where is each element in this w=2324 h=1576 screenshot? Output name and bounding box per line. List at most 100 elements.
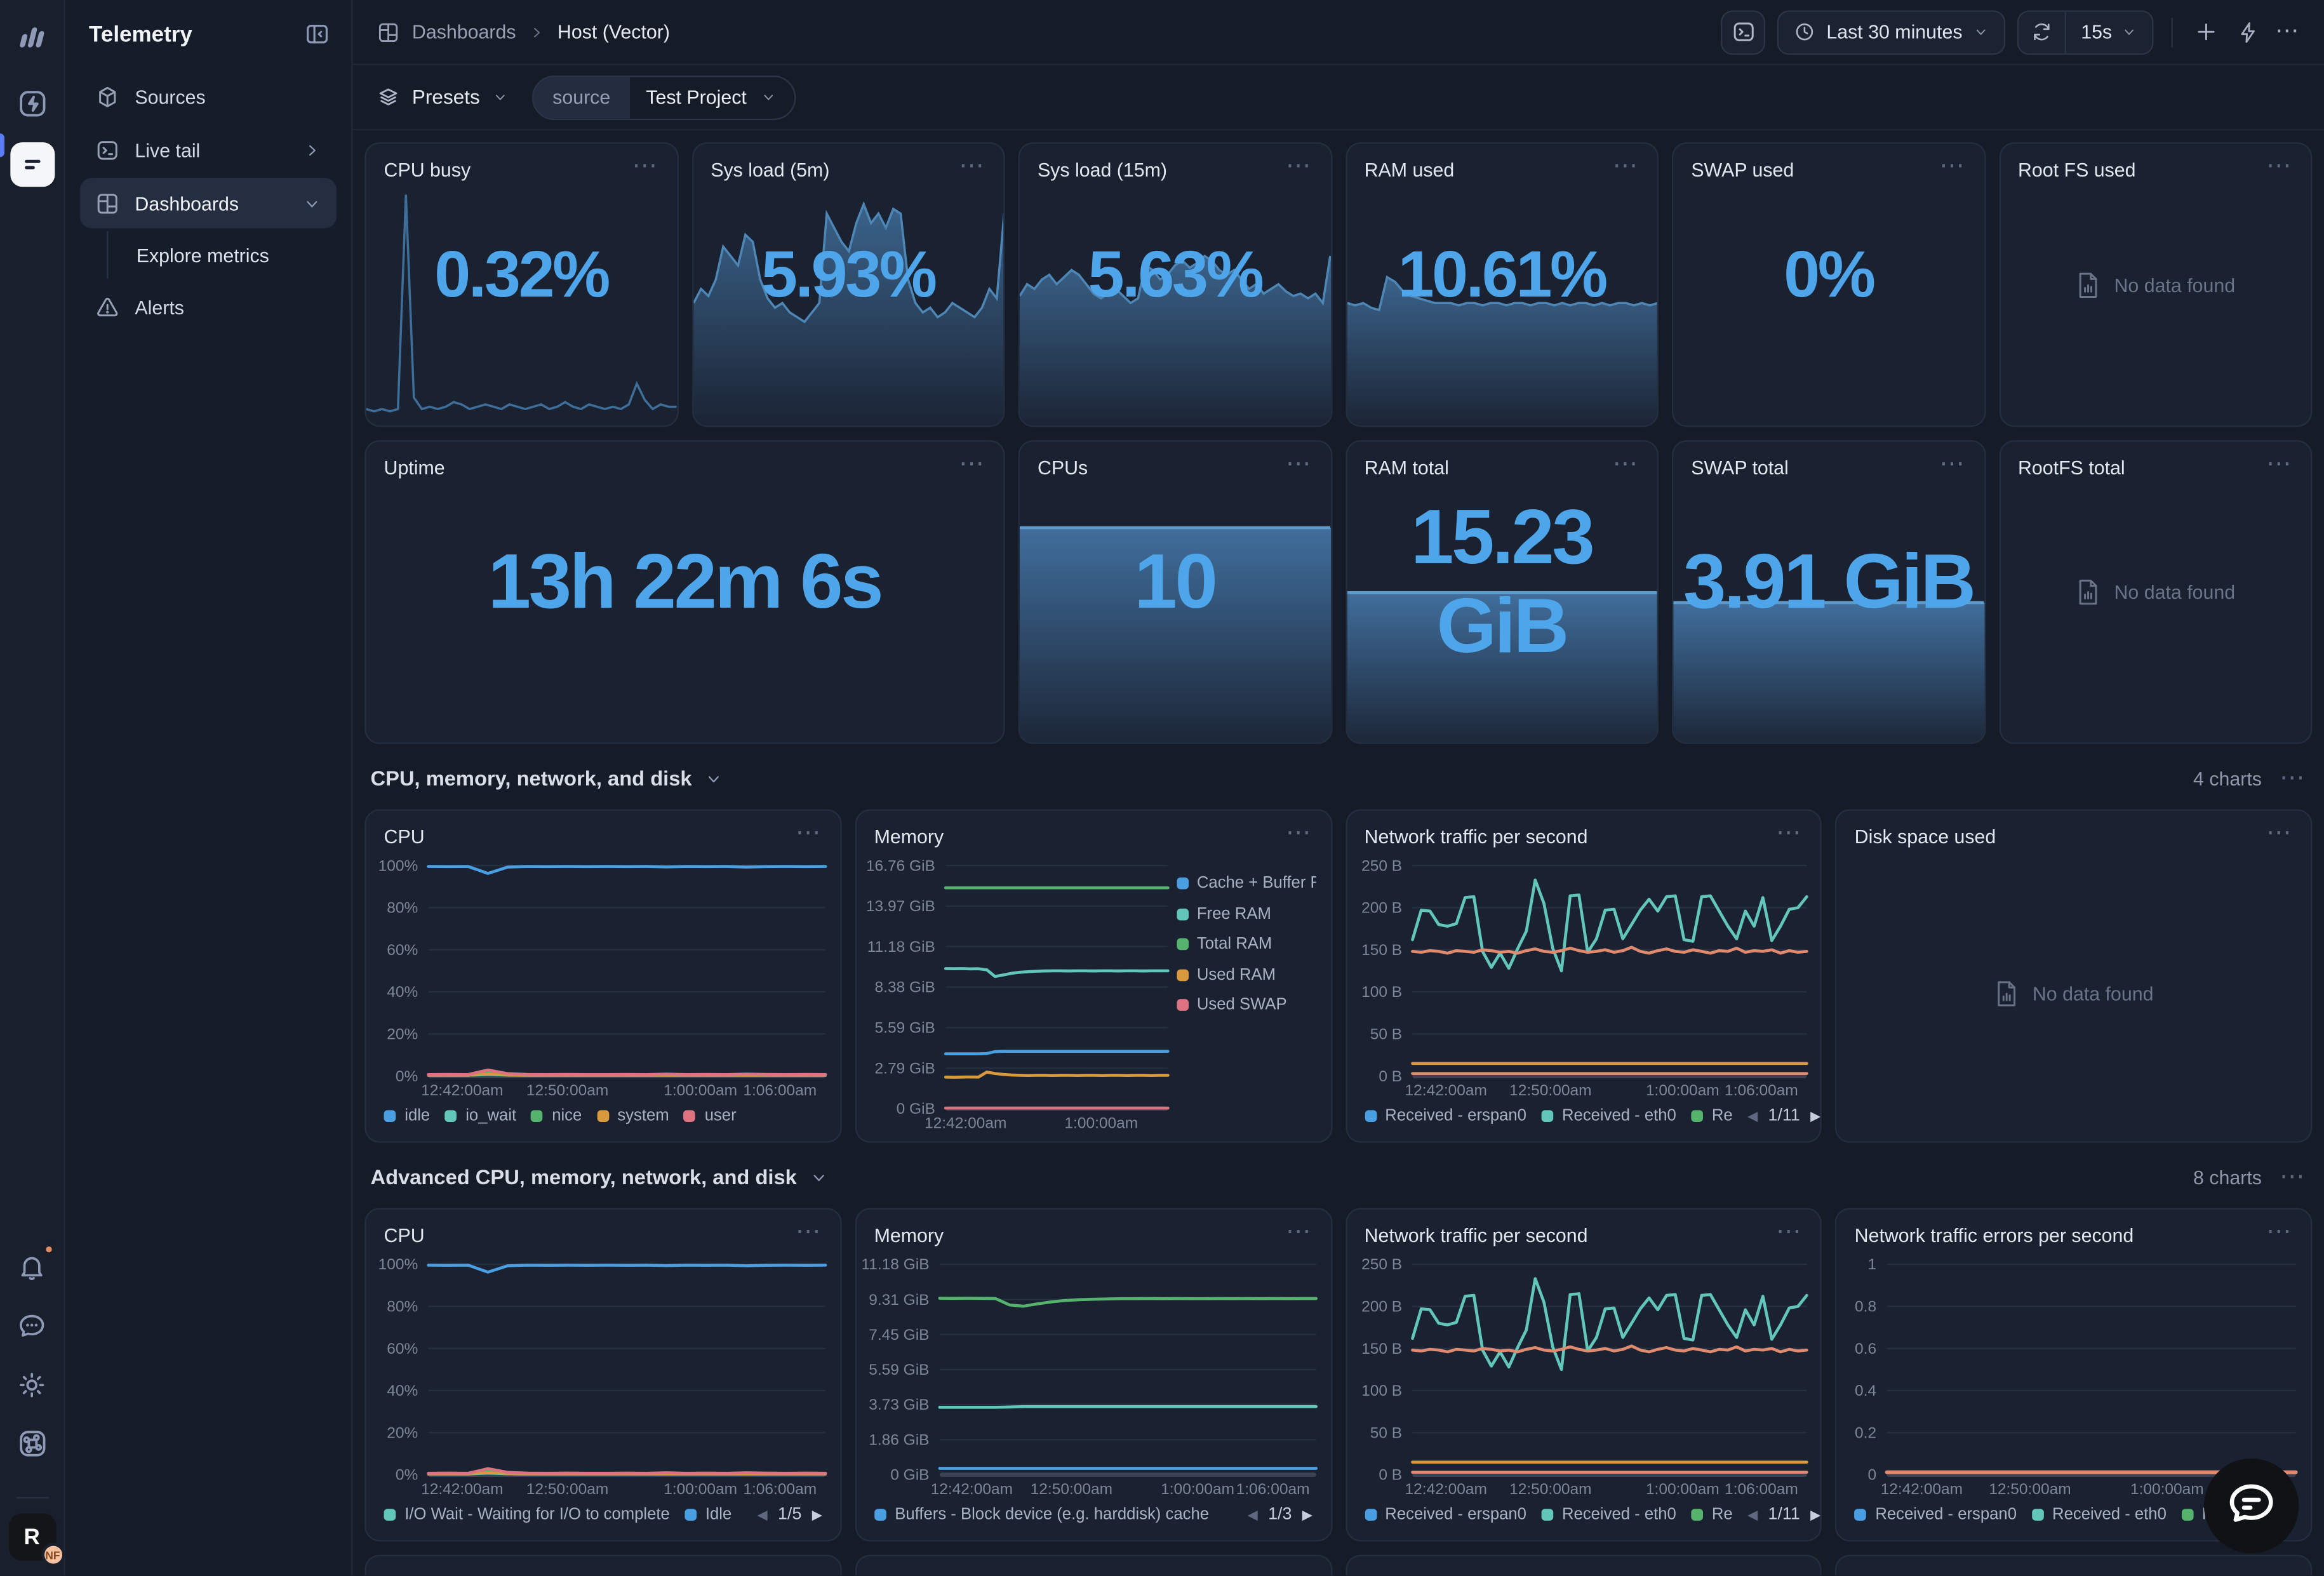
legend-color-swatch [596, 1110, 609, 1122]
card-menu-icon[interactable]: ⋯ [795, 1217, 822, 1245]
section-title-row[interactable]: Advanced CPU, memory, network, and disk [371, 1165, 828, 1189]
legend-item[interactable]: Buffers - Block device (e.g. harddisk) c… [874, 1506, 1209, 1524]
legend-item[interactable]: Received - erspan0 [1364, 1107, 1526, 1125]
legend-item[interactable]: I/O Wait - Waiting for I/O to complete [384, 1506, 670, 1524]
svg-text:0.6: 0.6 [1855, 1340, 1877, 1358]
app-logo-icon[interactable] [14, 18, 50, 53]
svg-text:12:42:00am: 12:42:00am [924, 1114, 1006, 1132]
notifications-bell-icon[interactable] [11, 1243, 55, 1286]
card-menu-icon[interactable]: ⋯ [2266, 151, 2294, 180]
card-menu-icon[interactable]: ⋯ [959, 449, 986, 477]
legend-prev-icon[interactable]: ◀ [1747, 1506, 1758, 1522]
svg-text:100%: 100% [378, 1256, 418, 1273]
card-menu-icon[interactable]: ⋯ [2266, 449, 2294, 477]
legend-item[interactable]: idle [384, 1107, 430, 1125]
card-menu-icon[interactable]: ⋯ [1285, 449, 1312, 477]
more-options-button[interactable]: ⋯ [2274, 18, 2301, 44]
chart-plot[interactable]: 0 B 50 B 100 B 150 B 200 B 250 B 12:42:00am 12:… [1352, 853, 1812, 1099]
legend-item[interactable]: Received - eth0 [1541, 1506, 1676, 1524]
chart-plot[interactable]: 0 B 50 B 100 B 150 B 200 B 250 B 12:42:00am 12:… [1352, 1252, 1812, 1498]
chart-plot[interactable]: 0 GiB 2.79 GiB 5.59 GiB 8.38 GiB 11.18 GiB 13… [862, 853, 1173, 1132]
card-menu-icon[interactable]: ⋯ [2266, 818, 2294, 846]
legend-item[interactable]: Received - eth0 [2031, 1506, 2167, 1524]
legend-item[interactable]: Used RAM [1176, 966, 1315, 984]
collapse-sidebar-icon[interactable] [304, 21, 331, 48]
legend-item[interactable]: Free RAM [1176, 905, 1315, 923]
legend-item[interactable]: Used SWAP [1176, 996, 1315, 1014]
card-menu-icon[interactable]: ⋯ [1285, 151, 1312, 180]
add-panel-button[interactable] [2191, 17, 2222, 48]
legend-item[interactable]: system [596, 1107, 669, 1125]
legend-next-icon[interactable]: ▶ [1302, 1506, 1312, 1522]
card-menu-icon[interactable]: ⋯ [1285, 1217, 1312, 1245]
refresh-button[interactable] [2019, 11, 2066, 53]
card-menu-icon[interactable]: ⋯ [1612, 151, 1639, 180]
legend-prev-icon[interactable]: ◀ [757, 1506, 768, 1522]
legend-next-icon[interactable]: ▶ [1810, 1506, 1820, 1522]
topbar: Dashboards Host (Vector) Last 30 minutes [352, 0, 2324, 65]
legend-item[interactable]: Received - erspan0 [1854, 1506, 2017, 1524]
sidebar-item-live-tail[interactable]: Live tail [80, 124, 337, 175]
card-menu-icon[interactable]: ⋯ [1612, 449, 1639, 477]
alerts-bolt-button[interactable] [2234, 17, 2264, 47]
chat-fab-button[interactable] [2203, 1458, 2299, 1554]
legend-item[interactable]: Received - erspan0 [1364, 1506, 1526, 1524]
section-title-row[interactable]: CPU, memory, network, and disk [371, 766, 723, 790]
theme-toggle-sun-icon[interactable] [11, 1363, 53, 1405]
legend-item[interactable]: Re [1691, 1107, 1733, 1125]
svg-text:12:42:00am: 12:42:00am [1404, 1082, 1486, 1099]
command-menu-icon[interactable] [11, 1423, 53, 1464]
source-filter[interactable]: source Test Project [531, 74, 796, 119]
avatar-badge: NF [41, 1542, 65, 1567]
svg-text:200 B: 200 B [1361, 900, 1401, 917]
refresh-interval-selector[interactable]: 15s [2066, 21, 2152, 43]
chart-plot[interactable]: 0% 20% 40% 60% 80% 100% 12:42:00am 12:50:00am 1:… [372, 853, 831, 1099]
card-menu-icon[interactable]: ⋯ [959, 151, 986, 180]
sidebar-item-dashboards[interactable]: Dashboards [80, 178, 337, 229]
legend-item[interactable]: Cache + Buffer RAM [1176, 874, 1316, 892]
dashboards-rail-icon[interactable] [10, 142, 55, 187]
legend-color-swatch [1176, 907, 1188, 920]
card-menu-icon[interactable]: ⋯ [2266, 1217, 2294, 1245]
card-menu-icon[interactable]: ⋯ [1775, 818, 1803, 846]
legend-prev-icon[interactable]: ◀ [1747, 1107, 1758, 1123]
card-menu-icon[interactable]: ⋯ [1939, 151, 1967, 180]
section-menu-icon[interactable]: ⋯ [2279, 1162, 2307, 1191]
card-menu-icon[interactable]: ⋯ [632, 151, 659, 180]
time-range-selector[interactable]: Last 30 minutes [1777, 10, 2006, 55]
tv-mode-button[interactable] [1721, 10, 1766, 55]
card-menu-icon[interactable]: ⋯ [1939, 449, 1967, 477]
sidebar-item-sources[interactable]: Sources [80, 71, 337, 121]
breadcrumb-root[interactable]: Dashboards [411, 20, 516, 43]
legend-next-icon[interactable]: ▶ [1810, 1107, 1820, 1123]
legend-prev-icon[interactable]: ◀ [1247, 1506, 1258, 1522]
feedback-chat-icon[interactable] [11, 1304, 53, 1346]
svg-text:1: 1 [1868, 1256, 1877, 1273]
chevron-right-icon [302, 140, 321, 159]
sidebar-item-explore-metrics[interactable]: Explore metrics [108, 231, 336, 279]
legend-item[interactable]: user [684, 1107, 737, 1125]
legend-next-icon[interactable]: ▶ [811, 1506, 822, 1522]
card-menu-icon[interactable]: ⋯ [1775, 1217, 1803, 1245]
legend-item[interactable]: Idle [685, 1506, 731, 1524]
legend-item[interactable]: Total RAM [1176, 935, 1315, 953]
legend-item[interactable]: io_wait [444, 1107, 516, 1125]
legend-label: nice [552, 1107, 582, 1125]
presets-dropdown[interactable]: Presets [377, 85, 508, 109]
card-menu-icon[interactable]: ⋯ [795, 818, 822, 846]
chart-plot[interactable]: 0 GiB 1.86 GiB 3.73 GiB 5.59 GiB 7.45 GiB 9.3… [862, 1252, 1321, 1498]
legend-label: Total RAM [1196, 935, 1272, 953]
section-menu-icon[interactable]: ⋯ [2279, 763, 2307, 792]
legend-item[interactable]: Re [1691, 1506, 1733, 1524]
sidebar-title: Telemetry [89, 21, 192, 47]
card-menu-icon[interactable]: ⋯ [1285, 818, 1312, 846]
legend-item[interactable]: nice [531, 1107, 582, 1125]
quick-actions-icon[interactable] [11, 83, 53, 124]
stat-row: Uptime ⋯ 13h 22m 6s CPUs ⋯ 10 RAM total ⋯ 15.23 … [364, 440, 2313, 744]
chart-plot[interactable]: 0% 20% 40% 60% 80% 100% 12:42:00am 12:50:00am 1:… [372, 1252, 831, 1498]
user-avatar[interactable]: R NF [8, 1513, 65, 1567]
legend-label: Idle [705, 1506, 732, 1524]
chevron-down-icon [2121, 23, 2137, 40]
legend-item[interactable]: Received - eth0 [1541, 1107, 1676, 1125]
sidebar-item-alerts[interactable]: Alerts [80, 281, 337, 331]
